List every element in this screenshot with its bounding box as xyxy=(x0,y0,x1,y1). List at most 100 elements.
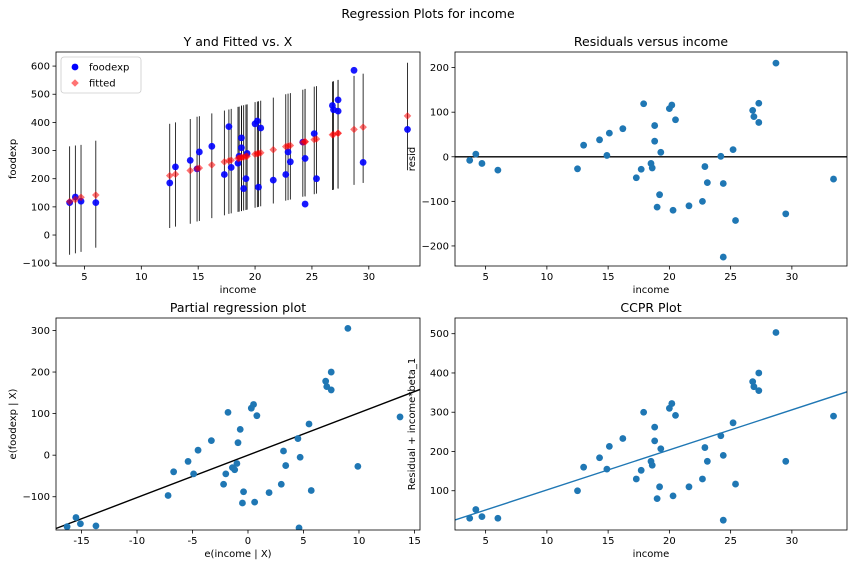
data-point xyxy=(580,141,588,149)
data-point xyxy=(574,165,581,173)
data-point xyxy=(732,480,739,488)
data-point xyxy=(830,412,837,420)
data-point xyxy=(294,435,302,442)
plot-area xyxy=(455,329,847,524)
x-axis-label: income xyxy=(633,549,670,560)
data-point xyxy=(656,191,663,199)
legend-foodexp-label: foodexp xyxy=(89,63,129,74)
x-tick-label: 25 xyxy=(724,272,737,283)
data-point xyxy=(236,426,244,433)
fitted-point xyxy=(269,145,278,154)
data-point xyxy=(750,113,758,121)
foodexp-point xyxy=(225,123,233,131)
x-tick-label: 15 xyxy=(602,272,615,283)
y-tick-label: 200 xyxy=(31,174,50,185)
data-point xyxy=(755,119,763,126)
data-point xyxy=(772,329,780,336)
chart-title: Residuals versus income xyxy=(574,34,729,49)
data-point xyxy=(685,483,693,491)
foodexp-point xyxy=(257,124,265,132)
fitted-point xyxy=(227,156,235,164)
y-tick-label: 300 xyxy=(31,326,50,337)
data-point xyxy=(619,125,627,133)
chart-title: Y and Fitted vs. X xyxy=(183,34,293,49)
x-axis-label: income xyxy=(633,285,670,296)
plot-area xyxy=(455,59,847,261)
data-point xyxy=(653,203,661,211)
data-point xyxy=(729,146,737,154)
y-tick-label: 400 xyxy=(430,368,449,379)
foodexp-point xyxy=(195,148,203,156)
axes-frame xyxy=(454,51,848,267)
fitted-point xyxy=(312,135,321,143)
foodexp-point xyxy=(172,163,179,171)
x-tick-label: 5 xyxy=(482,272,488,283)
data-point xyxy=(749,378,757,385)
data-point xyxy=(277,480,285,488)
fitted-point xyxy=(301,137,309,146)
data-point xyxy=(701,444,709,451)
data-point xyxy=(472,150,480,158)
fitted-point xyxy=(350,125,358,134)
fitted-point xyxy=(77,193,85,202)
data-point xyxy=(648,461,656,469)
data-point xyxy=(72,514,80,521)
y-tick-label: 0 xyxy=(443,152,449,163)
data-point xyxy=(619,435,627,442)
foodexp-point xyxy=(208,142,216,150)
panel-ccpr: CCPR Plot 5 10 15 20 25 30 100 200 300 400 500 incom… xyxy=(407,300,848,560)
y-axis-label: foodexp xyxy=(8,139,19,179)
legend-fitted-marker xyxy=(71,79,79,87)
legend: foodexp fitted xyxy=(60,56,142,94)
x-tick-label: 15 xyxy=(602,536,615,547)
y-tick-label: 100 xyxy=(31,202,50,213)
fitted-point xyxy=(208,161,216,169)
foodexp-point xyxy=(334,96,342,104)
data-point xyxy=(265,489,273,496)
fitted-point xyxy=(329,130,338,139)
x-tick-label: 20 xyxy=(663,272,676,283)
data-point xyxy=(296,453,304,461)
data-point xyxy=(305,420,313,428)
foodexp-point xyxy=(334,107,342,115)
data-point xyxy=(672,116,679,124)
data-point xyxy=(494,514,502,522)
fitted-point xyxy=(65,197,74,206)
fitted-point xyxy=(243,152,251,160)
x-tick-label: 15 xyxy=(408,536,421,547)
foodexp-point xyxy=(227,164,235,171)
x-tick-label: 5 xyxy=(482,536,488,547)
data-point xyxy=(657,148,665,156)
data-point xyxy=(632,174,640,182)
x-tick-label: -10 xyxy=(129,536,145,547)
data-point xyxy=(478,160,486,167)
fitted-point xyxy=(186,166,195,175)
data-point xyxy=(194,446,202,454)
data-point xyxy=(732,217,739,224)
axes-frame xyxy=(55,51,421,267)
data-point xyxy=(295,524,303,530)
x-tick-label: -15 xyxy=(73,536,89,547)
data-point xyxy=(280,447,287,455)
data-point xyxy=(478,513,486,521)
foodexp-point xyxy=(404,126,411,133)
data-point xyxy=(782,457,790,465)
data-point xyxy=(640,100,648,108)
data-point xyxy=(637,165,645,173)
data-point xyxy=(719,516,727,524)
foodexp-point xyxy=(166,179,174,187)
foodexp-point xyxy=(350,66,358,74)
data-point xyxy=(669,492,677,500)
data-point xyxy=(596,136,603,144)
data-point xyxy=(719,452,727,459)
data-point xyxy=(253,412,261,420)
fitted-point xyxy=(256,149,265,157)
y-tick-label: 100 xyxy=(430,108,449,119)
fit-line xyxy=(455,391,847,521)
fitted-point xyxy=(165,171,174,180)
foodexp-point xyxy=(92,199,100,207)
fitted-point xyxy=(220,158,229,166)
x-axis-label: e(income | X) xyxy=(204,549,271,560)
data-point xyxy=(251,498,259,506)
data-point xyxy=(222,470,230,478)
